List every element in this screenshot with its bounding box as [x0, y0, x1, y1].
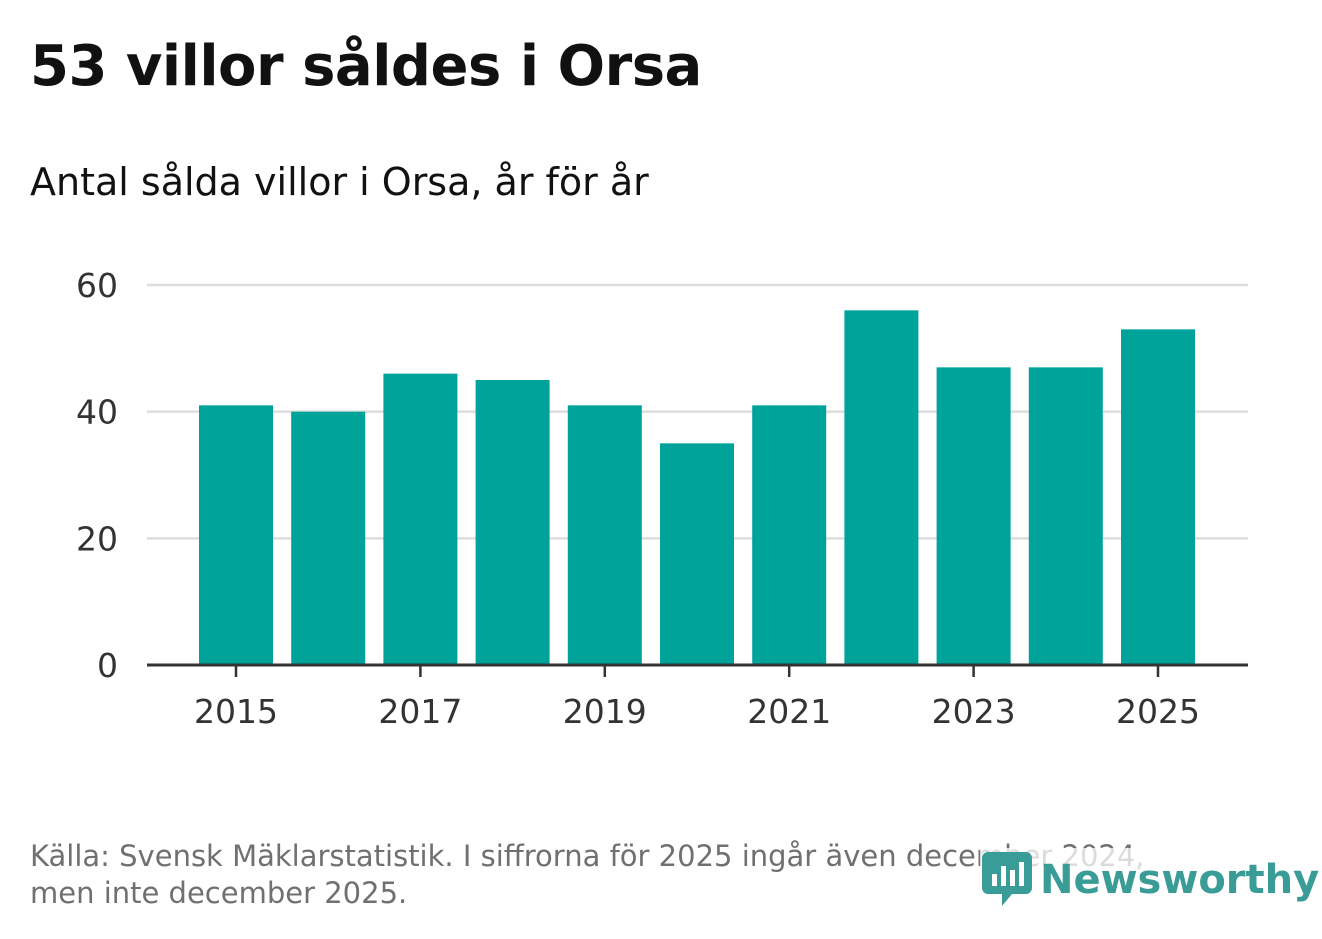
bar-2023 — [936, 367, 1011, 665]
newsworthy-logo-icon — [982, 852, 1032, 906]
bar-2016 — [291, 411, 366, 665]
bar-2017 — [383, 373, 458, 665]
brand-name: Newsworthy — [1040, 857, 1320, 903]
x-tick-label-2019: 2019 — [563, 692, 647, 731]
bar-2015 — [199, 405, 273, 665]
bar-2020 — [660, 443, 734, 665]
page-title: 53 villor såldes i Orsa — [30, 34, 702, 99]
source-footnote: Källa: Svensk Mäklarstatistik. I siffror… — [30, 838, 1230, 912]
bar-2022 — [844, 310, 919, 665]
bar-chart: 0 20 40 60 2015 2017 2019 2021 2023 2025 — [76, 266, 1248, 731]
footnote-line-1: Källa: Svensk Mäklarstatistik. I siffror… — [30, 839, 1145, 873]
x-tick-label-2021: 2021 — [747, 692, 831, 731]
y-tick-label-40: 40 — [76, 393, 118, 432]
y-tick-label-0: 0 — [97, 646, 118, 685]
x-tick-label-2017: 2017 — [378, 692, 462, 731]
y-axis-labels: 0 20 40 60 — [76, 266, 118, 685]
bar-2024 — [1028, 367, 1103, 665]
y-tick-label-60: 60 — [76, 266, 118, 305]
x-tick-label-2025: 2025 — [1116, 692, 1200, 731]
x-tick-label-2023: 2023 — [932, 692, 1016, 731]
x-tick-label-2015: 2015 — [194, 692, 278, 731]
brand-logo: Newsworthy — [980, 848, 1320, 912]
bar-2018 — [475, 380, 550, 665]
x-axis-labels: 2015 2017 2019 2021 2023 2025 — [194, 692, 1200, 731]
x-axis — [147, 663, 1248, 677]
bar-2025 — [1121, 329, 1195, 665]
bar-2021 — [752, 405, 827, 665]
y-tick-label-20: 20 — [76, 519, 118, 558]
chart-subtitle: Antal sålda villor i Orsa, år för år — [30, 160, 649, 204]
bar-2019 — [567, 405, 642, 665]
footnote-line-2: men inte december 2025. — [30, 876, 408, 910]
bars — [199, 310, 1195, 665]
